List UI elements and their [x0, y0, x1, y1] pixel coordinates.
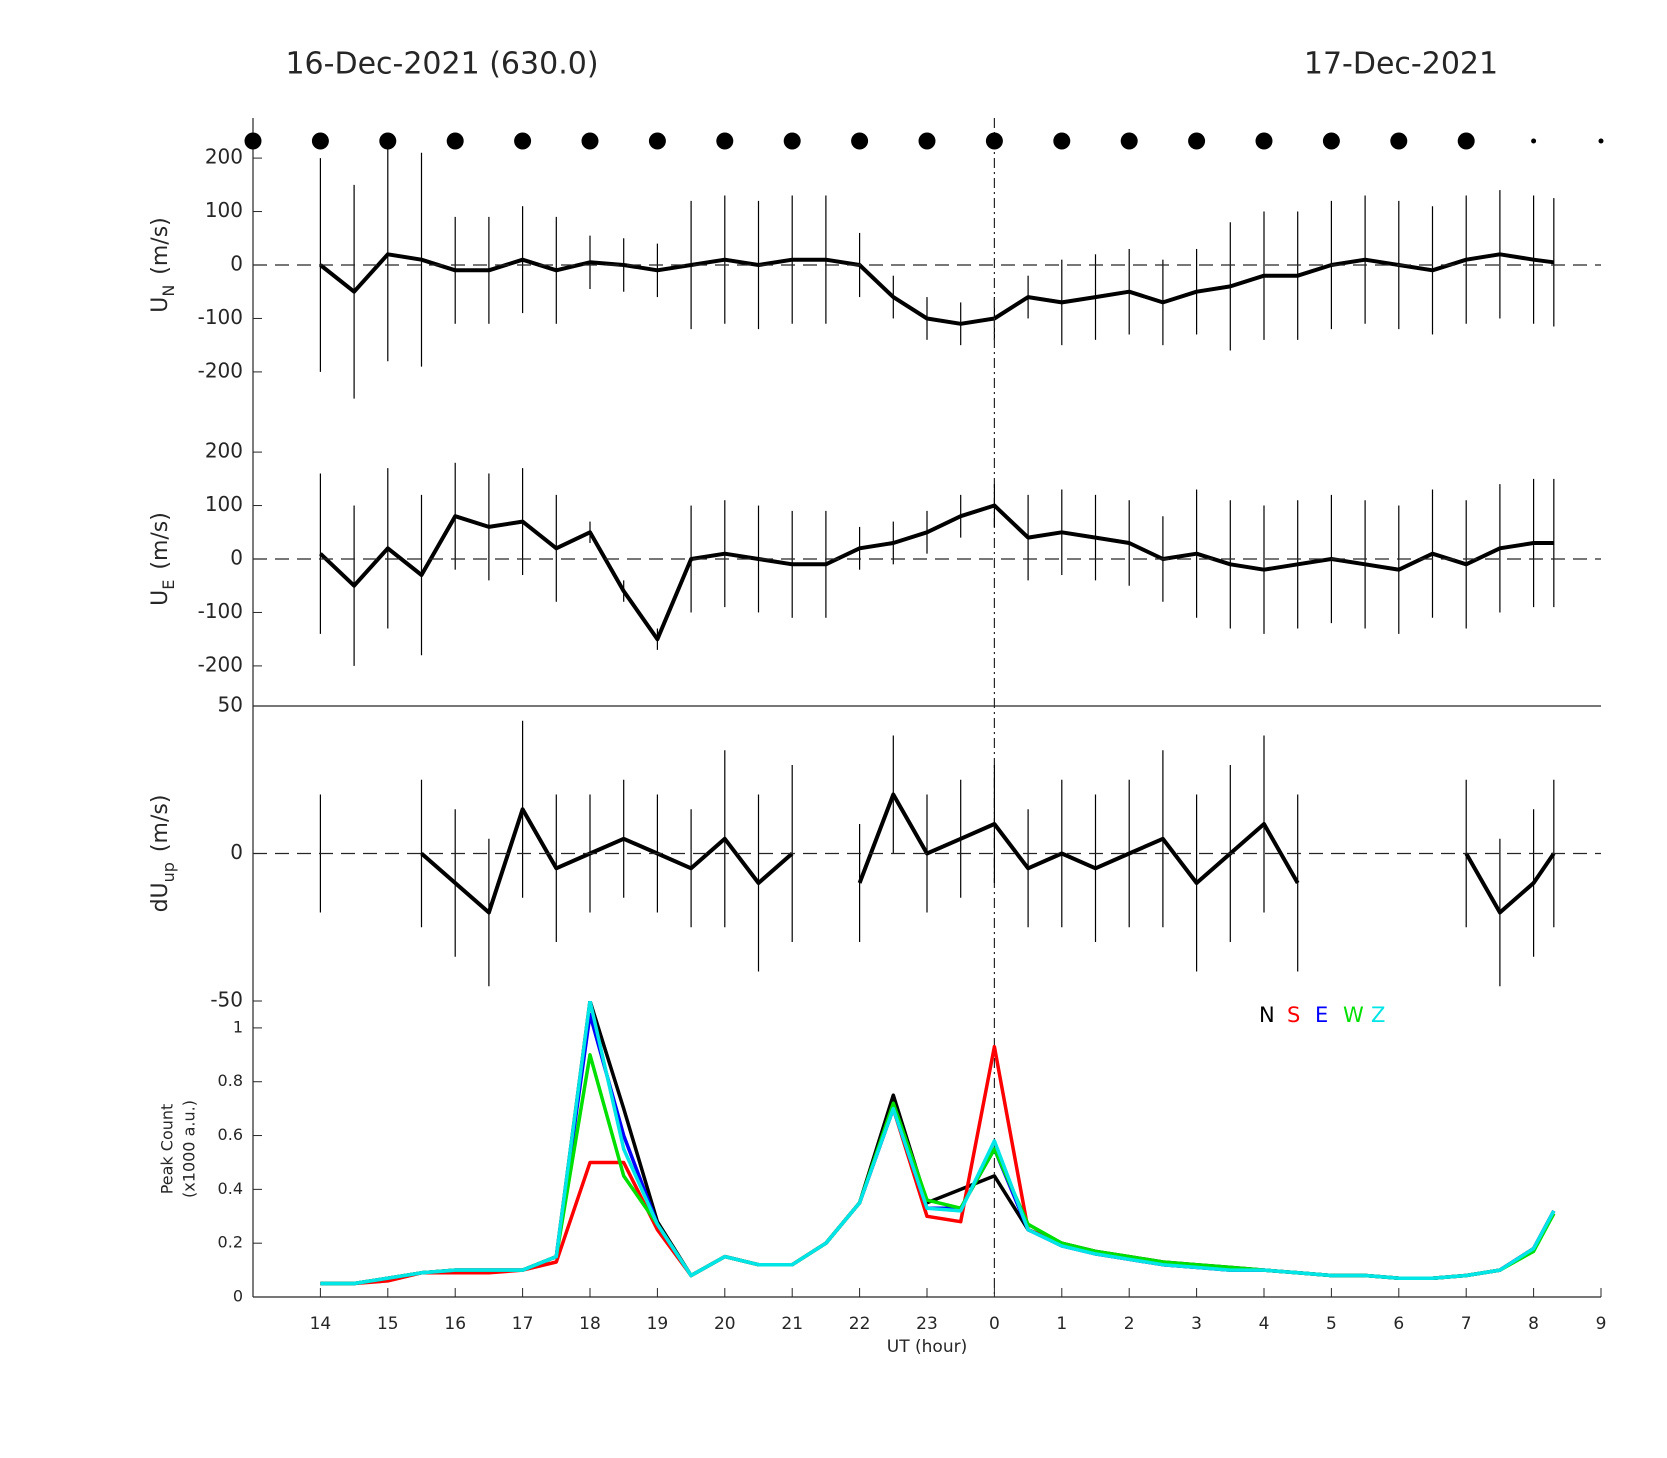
sky-marker	[1255, 132, 1273, 150]
x-tick-label: 22	[849, 1314, 871, 1334]
x-tick-label: 9	[1596, 1314, 1607, 1334]
x-tick-label: 0	[989, 1314, 1000, 1334]
sky-marker	[244, 132, 262, 150]
panel	[319, 147, 1555, 399]
sky-marker	[446, 132, 464, 150]
y-label-unit: (m/s)	[148, 795, 173, 852]
legend-label: E	[1315, 1003, 1328, 1027]
legend-label: W	[1343, 1003, 1364, 1027]
data-line	[320, 1012, 1556, 1286]
y-axis-label: dUup (m/s)	[148, 795, 178, 913]
sky-marker	[851, 132, 869, 150]
x-tick-label: 15	[377, 1314, 399, 1334]
panel	[319, 462, 1555, 666]
y-label-unit: (m/s)	[148, 217, 173, 274]
y-axis-label: (x1000 a.u.)	[180, 1100, 199, 1198]
data-line	[319, 252, 1555, 326]
sky-marker	[985, 132, 1003, 150]
x-tick-label: 3	[1191, 1314, 1202, 1334]
sky-marker	[1598, 138, 1604, 144]
y-label-sub: N	[159, 285, 178, 297]
sky-marker	[1531, 138, 1537, 144]
sky-marker	[783, 132, 801, 150]
x-tick-label: 18	[579, 1314, 601, 1334]
x-tick-label: 17	[512, 1314, 534, 1334]
data-line	[320, 1001, 1556, 1286]
x-tick-label: 8	[1528, 1314, 1539, 1334]
x-tick-label: 5	[1326, 1314, 1337, 1334]
y-tick-label: 100	[205, 492, 243, 516]
y-axis-label: UE (m/s)	[148, 512, 178, 606]
data-line	[320, 1001, 1556, 1286]
x-tick-label: 20	[714, 1314, 736, 1334]
y-tick-label: 200	[205, 439, 243, 463]
y-tick-label: 200	[205, 145, 243, 169]
sky-marker	[648, 132, 666, 150]
y-label-main: dU	[148, 882, 173, 912]
sky-marker	[311, 132, 329, 150]
y-tick-label: -50	[210, 988, 243, 1012]
y-tick-label: 0	[230, 252, 243, 276]
y-tick-label: -200	[198, 358, 243, 382]
sky-marker	[581, 132, 599, 150]
sky-marker	[918, 132, 936, 150]
x-axis-label: UT (hour)	[887, 1337, 967, 1357]
sky-marker	[1390, 132, 1408, 150]
y-label-main: U	[148, 297, 173, 313]
y-tick-label: 0	[233, 1287, 243, 1306]
x-tick-label: 2	[1124, 1314, 1135, 1334]
y-tick-label: -100	[198, 599, 243, 623]
sky-marker	[1322, 132, 1340, 150]
y-axis-label: Peak Count	[158, 1104, 177, 1195]
y-tick-label: 0.4	[218, 1179, 243, 1198]
sky-marker	[1053, 132, 1071, 150]
legend-label: S	[1287, 1003, 1300, 1027]
y-tick-label: 0.8	[218, 1071, 243, 1090]
y-tick-label: -100	[198, 305, 243, 329]
y-axis-label: UN (m/s)	[148, 217, 178, 313]
y-tick-label: 0.2	[218, 1233, 243, 1252]
data-line	[320, 1044, 1556, 1286]
x-tick-label: 4	[1259, 1314, 1270, 1334]
sky-marker	[514, 132, 532, 150]
y-tick-label: 0	[230, 546, 243, 570]
data-line	[420, 792, 1556, 915]
y-label-sub: up	[159, 862, 178, 882]
y-tick-label: 1	[233, 1017, 243, 1036]
chart-title: 16-Dec-2021 (630.0)	[285, 47, 598, 82]
x-tick-label: 1	[1056, 1314, 1067, 1334]
sky-marker	[1120, 132, 1138, 150]
panel	[320, 1001, 1556, 1286]
y-tick-label: 100	[205, 198, 243, 222]
x-tick-label: 7	[1461, 1314, 1472, 1334]
y-label-unit: (m/s)	[148, 512, 173, 569]
x-tick-label: 21	[781, 1314, 803, 1334]
x-tick-label: 19	[647, 1314, 669, 1334]
y-label-sub: E	[159, 580, 178, 590]
sky-marker	[1457, 132, 1475, 150]
sky-marker	[379, 132, 397, 150]
legend-label: Z	[1371, 1003, 1385, 1027]
y-label-main: U	[148, 590, 173, 606]
y-tick-label: 50	[218, 693, 243, 717]
x-tick-label: 6	[1393, 1314, 1404, 1334]
y-tick-label: 0	[230, 840, 243, 864]
x-tick-label: 23	[916, 1314, 938, 1334]
x-tick-label: 16	[444, 1314, 466, 1334]
legend-label: N	[1259, 1003, 1275, 1027]
data-line	[320, 1053, 1556, 1286]
chart-title-right: 17-Dec-2021	[1304, 47, 1498, 82]
y-tick-label: -200	[198, 652, 243, 676]
x-tick-label: 14	[310, 1314, 332, 1334]
sky-marker	[1188, 132, 1206, 150]
sky-marker	[716, 132, 734, 150]
data-line	[319, 503, 1554, 642]
y-tick-label: 0.6	[218, 1125, 243, 1144]
